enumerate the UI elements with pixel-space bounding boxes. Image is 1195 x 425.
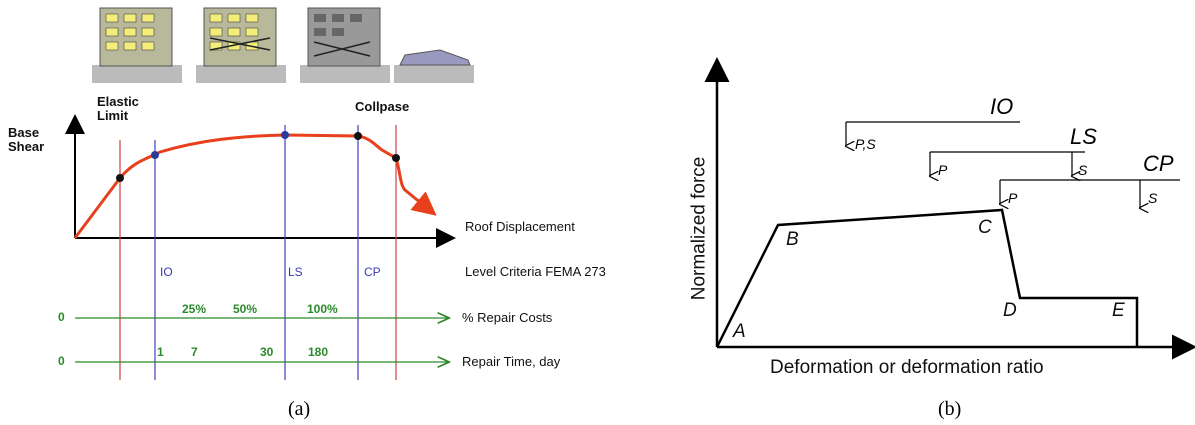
arrow-label: P <box>1008 190 1018 206</box>
arrow-label: S <box>1148 190 1158 206</box>
axis-label: Roof Displacement <box>465 219 575 234</box>
curve-points <box>116 131 400 182</box>
buildings <box>92 7 474 83</box>
label: 30 <box>260 345 274 359</box>
caption: (a) <box>288 398 311 420</box>
point-label: D <box>1003 300 1017 321</box>
label: 180 <box>308 345 329 359</box>
arrow-label: P <box>938 162 948 178</box>
point-label: C <box>978 217 992 238</box>
capacity-curve <box>73 133 437 239</box>
label: 100% <box>307 302 338 316</box>
level: IO <box>160 265 173 279</box>
level-name: LS <box>1070 124 1097 149</box>
label: 50% <box>233 302 258 316</box>
label: Repair Time, day <box>462 354 561 369</box>
label: Level Criteria FEMA 273 <box>465 264 606 279</box>
caption: (b) <box>938 398 962 420</box>
label: Collpase <box>355 99 410 114</box>
point-label: E <box>1112 300 1125 321</box>
label: 1 <box>157 345 164 359</box>
axis-label: Deformation or deformation ratio <box>770 357 1044 378</box>
label: 0 <box>58 354 65 368</box>
arrow-label: P,S <box>855 136 876 152</box>
level-name: IO <box>990 94 1014 119</box>
label: Elastic Limit <box>97 94 139 124</box>
backbone-curve <box>715 208 1139 348</box>
level: LS <box>288 265 303 279</box>
label: 25% <box>182 302 207 316</box>
point-label: B <box>786 229 799 250</box>
level-brackets <box>846 121 1180 208</box>
level-lines <box>119 125 397 380</box>
point-label: A <box>733 321 746 342</box>
axis-label: Base Shear <box>8 125 45 155</box>
level-name: CP <box>1143 151 1174 176</box>
level: CP <box>364 265 381 279</box>
label: 0 <box>58 310 65 324</box>
label: % Repair Costs <box>462 310 553 325</box>
arrow-label: S <box>1078 162 1088 178</box>
axis-label: Normalized force <box>688 156 710 301</box>
label: 7 <box>191 345 198 359</box>
